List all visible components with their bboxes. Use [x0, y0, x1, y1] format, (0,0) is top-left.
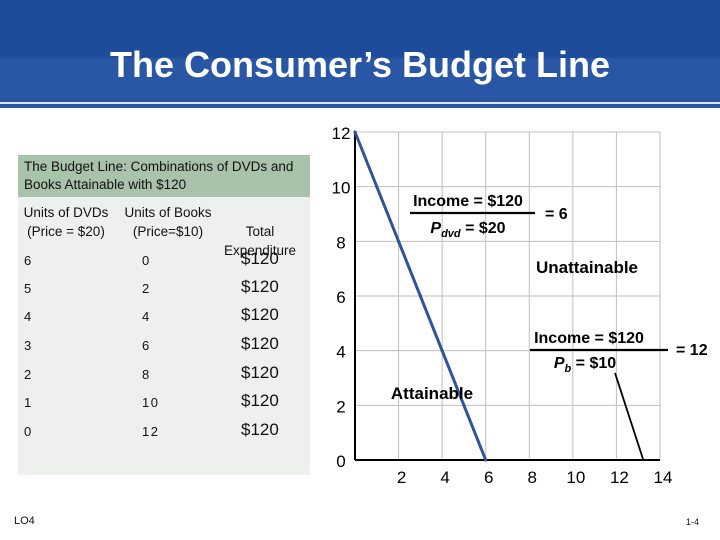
dvd-income-label: Income = $120: [413, 193, 523, 210]
table-cell-r0-c2: $120: [241, 249, 279, 268]
y-tick-label-0: 0: [336, 452, 345, 471]
learning-objective-label: LO4: [14, 515, 35, 527]
table-body: Units of DVDs (Price = $20) Units of Boo…: [18, 197, 310, 475]
x-tick-label-10: 10: [566, 468, 585, 487]
y-tick-label-8: 8: [336, 233, 345, 252]
table-cell-r4-c0: 2: [24, 367, 32, 382]
table-cell-r6-c1: 12: [142, 424, 160, 439]
y-tick-label-12: 12: [332, 124, 351, 143]
table-cell-r3-c0: 3: [24, 338, 32, 353]
chart-annotations: Income = $120 Pdvd = $20 = 6 Unattainabl…: [391, 193, 708, 460]
table-caption: The Budget Line: Combinations of DVDs an…: [18, 155, 310, 197]
table-cell-r3-c1: 6: [142, 338, 151, 353]
budget-point-4: [396, 239, 401, 243]
table-cell-r1-c0: 5: [24, 281, 32, 296]
book-result-label: = 12: [676, 342, 708, 359]
table-cell-r2-c2: $120: [241, 305, 279, 324]
table-cell-r5-c0: 1: [24, 395, 32, 410]
unattainable-label: Unattainable: [536, 258, 638, 277]
x-tick-label-2: 2: [397, 468, 406, 487]
table-cell-r6-c2: $120: [241, 420, 279, 439]
budget-point-3: [418, 294, 422, 298]
page-number: 1-4: [686, 517, 700, 527]
x-tick-label-12: 12: [610, 468, 629, 487]
title-banner-band: [0, 0, 720, 58]
chart-grid: [355, 131, 661, 460]
table-cell-r1-c2: $120: [241, 277, 279, 296]
dvd-result-label: = 6: [545, 206, 568, 223]
budget-point-5: [375, 185, 379, 189]
x-tick-label-14: 14: [654, 468, 673, 487]
budget-point-0: [484, 458, 488, 462]
budget-point-1: [462, 403, 466, 407]
header-dvd-units: Units of DVDs (Price = $20): [23, 205, 109, 239]
attainable-label: Attainable: [391, 384, 473, 403]
table-cell-r4-c1: 8: [142, 367, 151, 382]
chart-series: [353, 130, 488, 462]
x-tick-label-6: 6: [484, 468, 493, 487]
dvd-price-label: Pdvd = $20: [430, 220, 505, 240]
y-tick-label-6: 6: [336, 288, 345, 307]
chart-axes: [354, 132, 660, 461]
budget-table: The Budget Line: Combinations of DVDs an…: [18, 155, 310, 475]
x-tick-label-8: 8: [528, 468, 537, 487]
y-tick-label-4: 4: [336, 343, 345, 362]
header-book-units: Units of Books (Price=$10): [124, 205, 212, 239]
book-income-label: Income = $120: [534, 330, 644, 347]
table-cell-r6-c0: 0: [24, 424, 32, 439]
title-banner-rule: [0, 102, 720, 104]
table-cell-r0-c0: 6: [24, 253, 32, 268]
table-cell-r2-c0: 4: [24, 309, 32, 324]
table-cell-r0-c1: 0: [142, 253, 151, 268]
slide-title: The Consumer’s Budget Line: [109, 44, 611, 85]
table-cell-r3-c2: $120: [241, 334, 279, 353]
y-tick-label-2: 2: [336, 397, 345, 416]
book-arrow-line: [614, 372, 644, 460]
table-cell-r2-c1: 4: [142, 309, 151, 324]
table-cell-r1-c1: 2: [142, 281, 151, 296]
table-cell-r5-c1: 10: [142, 395, 160, 410]
y-tick-label-10: 10: [332, 179, 351, 198]
header-total-expenditure: Total Expenditure: [223, 224, 297, 258]
table-cell-r4-c2: $120: [241, 363, 279, 382]
title-banner: [0, 0, 720, 108]
book-price-label: Pb = $10: [554, 355, 616, 375]
chart-ticks: 0 2 4 6 8 10 12 2 4 6 8 10 12 14: [332, 124, 673, 487]
x-tick-label-4: 4: [440, 468, 449, 487]
budget-point-2: [440, 349, 444, 353]
budget-point-6: [353, 130, 357, 134]
table-cell-r5-c2: $120: [241, 391, 279, 410]
